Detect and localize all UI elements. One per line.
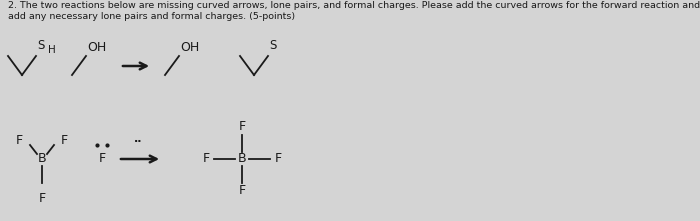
Text: S: S [37,39,44,52]
Text: F: F [202,152,209,166]
Text: OH: OH [87,41,106,54]
Text: F: F [239,120,246,133]
Text: F: F [16,133,23,147]
Text: H: H [48,45,56,55]
Text: B: B [38,152,46,166]
Text: F: F [99,152,106,166]
Text: 2. The two reactions below are missing curved arrows, lone pairs, and formal cha: 2. The two reactions below are missing c… [8,1,700,21]
Text: B: B [238,152,246,166]
Text: OH: OH [180,41,200,54]
Text: F: F [61,133,68,147]
Text: ··: ·· [134,137,142,147]
Text: F: F [239,185,246,198]
Text: F: F [274,152,281,166]
Text: S: S [269,39,276,52]
Text: F: F [38,192,46,205]
